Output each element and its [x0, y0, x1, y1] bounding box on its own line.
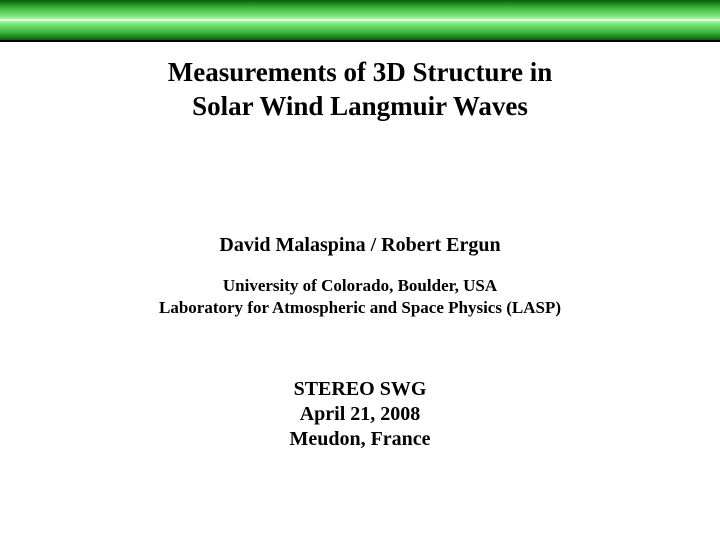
event-info: STEREO SWG April 21, 2008 Meudon, France: [0, 377, 720, 452]
event-line-3: Meudon, France: [289, 428, 430, 450]
affiliation-line-2: Laboratory for Atmospheric and Space Phy…: [159, 298, 561, 317]
affiliation-line-1: University of Colorado, Boulder, USA: [223, 276, 497, 295]
authors: David Malaspina / Robert Ergun: [0, 234, 720, 257]
title-line-1: Measurements of 3D Structure in: [168, 57, 552, 87]
event-line-1: STEREO SWG: [294, 378, 427, 400]
top-gradient-bar: [0, 0, 720, 42]
title-line-2: Solar Wind Langmuir Waves: [192, 91, 528, 121]
event-line-2: April 21, 2008: [300, 403, 421, 425]
slide-title: Measurements of 3D Structure in Solar Wi…: [0, 56, 720, 124]
authors-text: David Malaspina / Robert Ergun: [219, 234, 500, 256]
affiliation: University of Colorado, Boulder, USA Lab…: [0, 275, 720, 319]
